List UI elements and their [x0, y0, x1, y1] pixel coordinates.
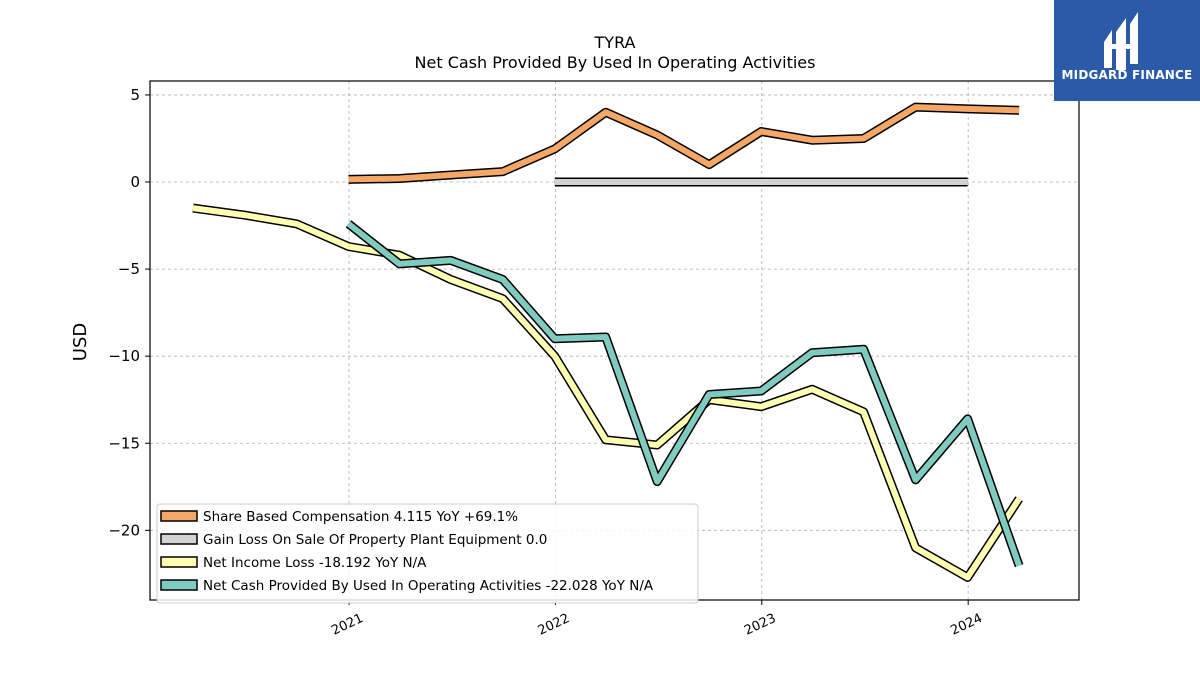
- series-outline: [348, 102, 1020, 184]
- series-line: [348, 104, 1020, 183]
- x-tick-label: 2023: [742, 611, 778, 639]
- x-tick-label: 2021: [329, 611, 365, 639]
- y-tick-label: −20: [108, 521, 140, 539]
- legend-swatch: [160, 556, 198, 568]
- legend: Share Based Compensation 4.115 YoY +69.1…: [156, 503, 699, 604]
- legend-entry: Gain Loss On Sale Of Property Plant Equi…: [203, 532, 547, 548]
- legend-swatch: [160, 579, 198, 591]
- series-lines: [192, 102, 1024, 582]
- legend-entry: Share Based Compensation 4.115 YoY +69.1…: [203, 509, 518, 525]
- chart-subtitle: Net Cash Provided By Used In Operating A…: [415, 53, 816, 72]
- y-tick-label: −15: [108, 434, 140, 452]
- legend-swatch: [160, 510, 198, 522]
- y-tick-label: −5: [118, 260, 140, 278]
- x-tick-label: 2022: [536, 611, 572, 639]
- legend-swatch: [160, 533, 198, 545]
- chart-title: TYRA: [594, 33, 636, 52]
- logo-text: MIDGARD FINANCE: [1061, 68, 1193, 82]
- series-line: [346, 221, 1022, 567]
- series-line: [192, 205, 1022, 581]
- legend-box: [156, 503, 699, 604]
- legend-entry: Net Cash Provided By Used In Operating A…: [203, 578, 654, 594]
- midgard-finance-logo: MIDGARD FINANCE: [1054, 0, 1200, 101]
- y-tick-label: −10: [108, 347, 140, 365]
- y-tick-label: 5: [130, 86, 140, 104]
- series-3: [345, 220, 1024, 568]
- y-axis-label: USD: [70, 323, 91, 361]
- x-tick-label: 2024: [949, 611, 985, 639]
- series-2: [192, 203, 1023, 582]
- series-0: [348, 102, 1020, 184]
- y-tick-label: 0: [130, 173, 140, 191]
- logo-mark-icon: [1104, 12, 1138, 70]
- legend-entry: Net Income Loss -18.192 YoY N/A: [203, 555, 427, 571]
